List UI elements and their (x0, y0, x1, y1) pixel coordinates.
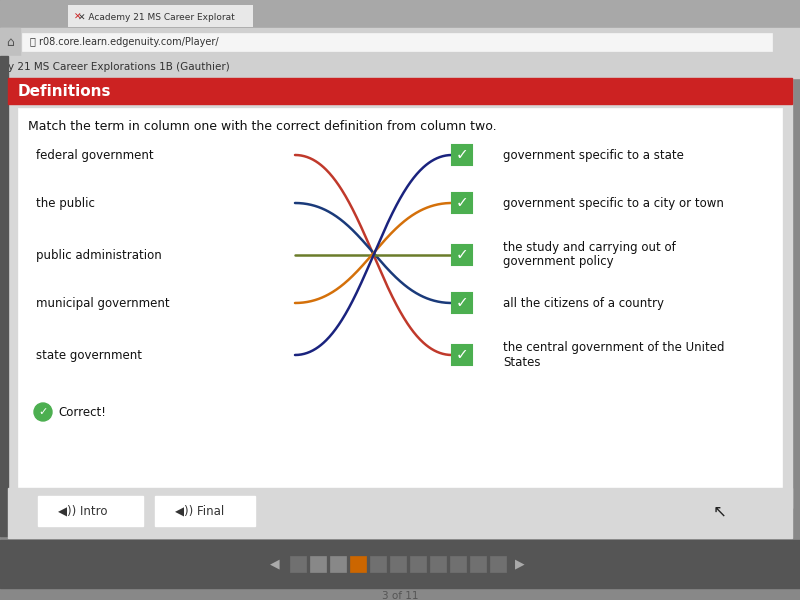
Bar (0, 56, 8, 536)
Bar (410, 556, 426, 572)
Text: ◀: ◀ (270, 557, 280, 571)
Bar (22, 33, 772, 51)
Text: ▶: ▶ (515, 557, 525, 571)
Text: federal government: federal government (36, 148, 154, 161)
Text: municipal government: municipal government (36, 296, 170, 310)
Bar (8, 488, 792, 538)
Bar (28, 238, 295, 272)
Circle shape (34, 403, 52, 421)
Text: state government: state government (36, 349, 142, 361)
Bar (452, 193, 472, 213)
Bar (8, 78, 792, 104)
Bar (0, 0, 800, 28)
Bar (470, 556, 486, 572)
Bar (495, 185, 775, 220)
Text: 3 of 11: 3 of 11 (382, 591, 418, 600)
Bar (495, 137, 775, 173)
Text: government specific to a state: government specific to a state (503, 148, 684, 161)
Bar (8, 78, 792, 508)
Text: Match the term in column one with the correct definition from column two.: Match the term in column one with the co… (28, 119, 497, 133)
Bar (290, 556, 306, 572)
Bar (0, 0, 800, 30)
Bar (28, 398, 273, 426)
Bar (450, 556, 466, 572)
Text: ✓: ✓ (456, 196, 468, 211)
Bar (350, 556, 366, 572)
Bar (452, 345, 472, 365)
Text: ✓: ✓ (456, 148, 468, 163)
Bar (452, 245, 472, 265)
Text: ✕ Academy 21 MS Career Explorat: ✕ Academy 21 MS Career Explorat (78, 13, 234, 22)
Bar (490, 556, 506, 572)
Bar (452, 145, 472, 165)
Bar (495, 330, 775, 380)
Bar (495, 230, 775, 280)
Text: ✓: ✓ (456, 295, 468, 311)
Text: ◀)) Final: ◀)) Final (175, 505, 224, 517)
Text: the central government of the United: the central government of the United (503, 341, 725, 355)
Bar (452, 293, 472, 313)
Text: public administration: public administration (36, 248, 162, 262)
Text: ↖: ↖ (713, 502, 727, 520)
Text: government specific to a city or town: government specific to a city or town (503, 196, 724, 209)
Bar (370, 556, 386, 572)
Bar (0, 28, 20, 56)
Text: ✓: ✓ (456, 247, 468, 263)
Bar (0, 588, 800, 600)
Bar (0, 28, 800, 56)
Text: States: States (503, 355, 541, 368)
Text: the public: the public (36, 196, 95, 209)
Bar (38, 496, 143, 526)
Text: ✓: ✓ (456, 347, 468, 362)
Text: ✓: ✓ (38, 407, 48, 417)
Text: Definitions: Definitions (18, 83, 111, 98)
Text: ✕: ✕ (74, 13, 82, 22)
Text: all the citizens of a country: all the citizens of a country (503, 296, 664, 310)
Text: ⌂: ⌂ (6, 35, 14, 49)
Bar (28, 286, 295, 320)
Bar (28, 185, 295, 220)
Text: the study and carrying out of: the study and carrying out of (503, 241, 676, 254)
Text: y 21 MS Career Explorations 1B (Gauthier): y 21 MS Career Explorations 1B (Gauthier… (8, 62, 230, 72)
Bar (430, 556, 446, 572)
Bar (310, 556, 326, 572)
Bar (155, 496, 255, 526)
Bar (0, 540, 800, 588)
Text: 🔒 r08.core.learn.edgenuity.com/Player/: 🔒 r08.core.learn.edgenuity.com/Player/ (30, 37, 218, 47)
Bar (18, 108, 782, 500)
Bar (28, 137, 295, 173)
Bar (0, 56, 800, 78)
Text: Correct!: Correct! (58, 406, 106, 419)
Bar (28, 337, 295, 373)
Bar (68, 5, 253, 27)
Text: ◀)) Intro: ◀)) Intro (58, 505, 107, 517)
Text: government policy: government policy (503, 256, 614, 269)
Bar (390, 556, 406, 572)
Bar (495, 286, 775, 320)
Bar (330, 556, 346, 572)
